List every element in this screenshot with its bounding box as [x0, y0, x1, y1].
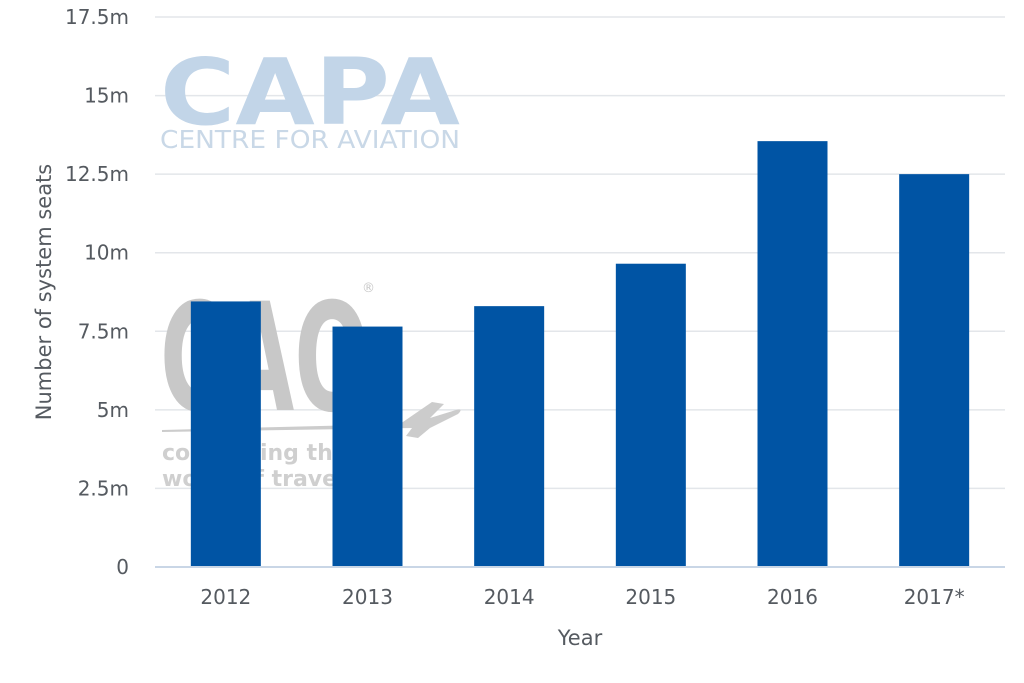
capa-tagline-watermark: CENTRE FOR AVIATION: [160, 125, 460, 154]
bar-2013: [332, 326, 403, 567]
bar-2017: [899, 174, 970, 567]
y-tick-label: 2.5m: [78, 476, 129, 500]
bar-2016: [757, 141, 828, 567]
x-tick-label: 2014: [484, 585, 535, 609]
bar-2015: [615, 263, 686, 567]
x-axis-title: Year: [557, 626, 603, 650]
y-tick-label: 5m: [97, 398, 129, 422]
y-axis-ticks: 0 2.5m 5m 7.5m 10m 12.5m 15m 17.5m: [65, 5, 129, 579]
y-tick-label: 15m: [84, 84, 129, 108]
x-tick-label: 2015: [625, 585, 676, 609]
x-tick-label: 2013: [342, 585, 393, 609]
x-tick-label: 2017*: [904, 585, 965, 609]
y-tick-label: 0: [116, 555, 129, 579]
x-axis-ticks: 2012 2013 2014 2015 2016 2017*: [200, 585, 964, 609]
x-tick-label: 2012: [200, 585, 251, 609]
y-tick-label: 17.5m: [65, 5, 129, 29]
capa-logo-watermark: CAPA: [160, 39, 460, 146]
bar-2014: [474, 306, 545, 567]
y-tick-label: 12.5m: [65, 162, 129, 186]
bars: [190, 141, 970, 567]
y-tick-label: 7.5m: [78, 319, 129, 343]
gridlines: [155, 16, 1005, 490]
cao-registered-mark: ®: [362, 281, 375, 296]
x-tick-label: 2016: [767, 585, 818, 609]
y-tick-label: 10m: [84, 241, 129, 265]
y-axis-title: Number of system seats: [32, 164, 56, 420]
bar-2012: [190, 301, 261, 567]
